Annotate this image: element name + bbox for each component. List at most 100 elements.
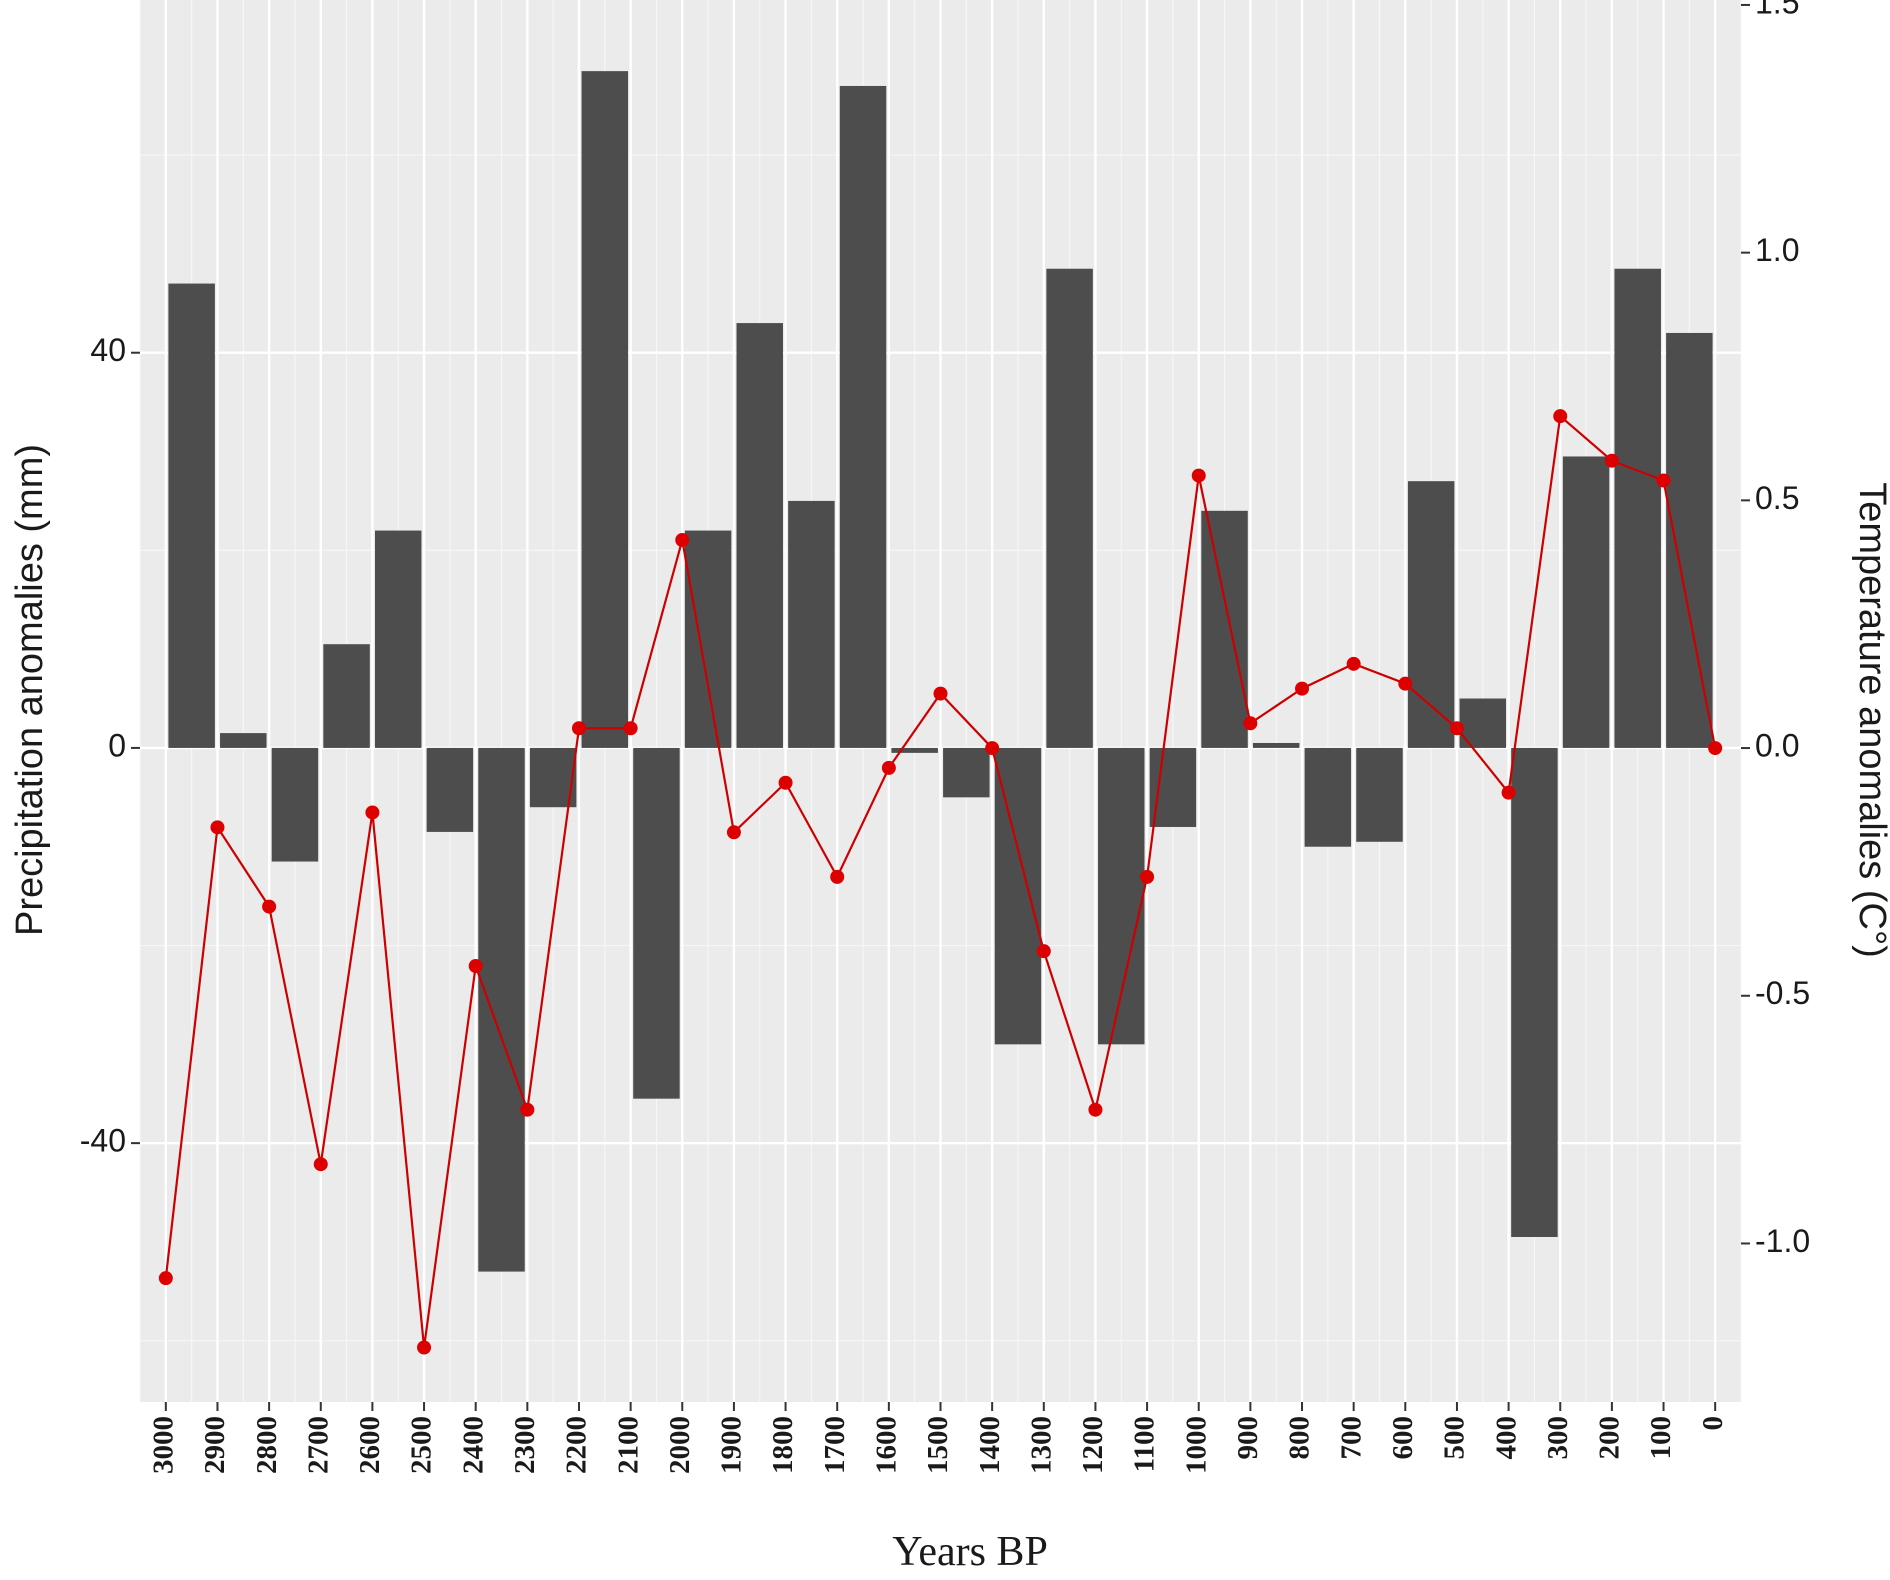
- y-right-tick-label: 0.5: [1755, 480, 1799, 516]
- y-left-tick-label: 0: [108, 727, 126, 763]
- temperature-point: [1708, 741, 1723, 756]
- temperature-point: [1140, 869, 1155, 884]
- precipitation-bar: [1407, 481, 1455, 748]
- precipitation-bar: [736, 323, 783, 748]
- temperature-point: [1501, 785, 1516, 800]
- x-tick-label: 100: [1645, 1416, 1677, 1460]
- y-right-tick-label: 1.5: [1755, 0, 1799, 20]
- temperature-point: [726, 825, 741, 840]
- temperature-point: [623, 721, 638, 736]
- temperature-point: [830, 869, 845, 884]
- x-tick-label: 700: [1335, 1416, 1367, 1460]
- temperature-point: [1243, 716, 1258, 731]
- y-right-tick-label: -0.5: [1755, 975, 1810, 1011]
- x-tick-label: 2700: [302, 1416, 334, 1474]
- x-tick-label: 200: [1594, 1416, 1626, 1460]
- x-tick-label: 1700: [819, 1416, 851, 1474]
- temperature-point: [313, 1157, 328, 1172]
- precipitation-bar: [1098, 747, 1145, 1045]
- precipitation-bar: [788, 500, 835, 748]
- temperature-point: [1346, 656, 1361, 671]
- temperature-point: [881, 760, 896, 775]
- x-tick-label: 600: [1387, 1416, 1419, 1460]
- x-tick-label: 3000: [147, 1416, 179, 1474]
- x-tick-label: 2500: [406, 1416, 438, 1474]
- x-tick-label: 1600: [871, 1416, 903, 1474]
- x-tick-label: 1200: [1077, 1416, 1109, 1474]
- x-tick-label: 2400: [457, 1416, 489, 1474]
- temperature-point: [1398, 676, 1413, 691]
- precipitation-bar: [1201, 510, 1248, 748]
- temperature-point: [158, 1271, 173, 1286]
- temperature-point: [1449, 721, 1464, 736]
- x-tick-label: 0: [1697, 1416, 1729, 1431]
- y-axis-right: -1.0 -0.5 0.0 0.5 1.0 1.5: [1741, 0, 1810, 1259]
- y-axis-right-title: Temperature anomalies (C°): [1851, 482, 1890, 958]
- x-tick-label: 2000: [664, 1416, 696, 1474]
- precipitation-bar: [426, 747, 474, 832]
- x-tick-label: 1800: [767, 1416, 799, 1474]
- temperature-point: [985, 741, 1000, 756]
- temperature-point: [520, 1102, 535, 1117]
- precipitation-bar: [374, 530, 422, 748]
- x-tick-label: 2100: [612, 1416, 644, 1474]
- precipitation-bar: [581, 71, 629, 748]
- temperature-point: [468, 959, 483, 974]
- x-tick-label: 300: [1542, 1416, 1574, 1460]
- x-tick-label: 800: [1284, 1416, 1316, 1460]
- precipitation-bar: [839, 85, 887, 748]
- major-gridlines: [140, 0, 1741, 1402]
- temperature-point: [1604, 453, 1619, 468]
- x-tick-label: 900: [1232, 1416, 1264, 1460]
- y-axis-left-title: Precipitation anomalies (mm): [9, 444, 51, 936]
- temperature-point: [571, 721, 586, 736]
- x-tick-label: 2900: [199, 1416, 231, 1474]
- precipitation-bar: [1304, 747, 1352, 847]
- precipitation-bar: [168, 283, 215, 748]
- temperature-point: [1088, 1102, 1103, 1117]
- precipitation-bar: [1614, 268, 1661, 748]
- temperature-point: [778, 775, 793, 790]
- precipitation-bar: [1511, 747, 1558, 1238]
- x-axis: 3000 2900 2800 2700 2600 2500 2400 2300 2200 2100…: [147, 1402, 1729, 1474]
- temperature-point: [675, 532, 690, 547]
- precipitation-bar: [633, 747, 680, 1099]
- x-tick-label: 1100: [1129, 1416, 1161, 1472]
- x-axis-title: Years BP: [892, 1529, 1048, 1575]
- precipitation-bar: [323, 644, 370, 748]
- precipitation-bar: [1149, 747, 1197, 827]
- temperature-point: [1036, 944, 1051, 959]
- temperature-point: [933, 686, 948, 701]
- temperature-point: [1553, 409, 1568, 424]
- x-tick-label: 2600: [354, 1416, 386, 1474]
- x-tick-label: 2800: [251, 1416, 283, 1474]
- y-left-tick-label: 40: [90, 332, 126, 368]
- y-right-tick-label: 1.0: [1755, 232, 1799, 268]
- temperature-point: [417, 1340, 432, 1355]
- precipitation-bar: [943, 747, 990, 798]
- temperature-point: [1191, 468, 1206, 483]
- x-tick-label: 500: [1439, 1416, 1471, 1460]
- precipitation-bars: [168, 71, 1713, 1272]
- precipitation-bar: [1046, 268, 1093, 748]
- x-tick-label: 2300: [509, 1416, 541, 1474]
- y-left-tick-label: -40: [80, 1123, 126, 1159]
- precipitation-bar: [994, 747, 1042, 1045]
- precipitation-bar: [220, 733, 267, 748]
- temperature-point: [262, 899, 277, 914]
- temperature-point: [1295, 681, 1310, 696]
- temperature-series: [158, 409, 1723, 1355]
- x-tick-label: 1400: [974, 1416, 1006, 1474]
- temperature-point: [365, 805, 380, 820]
- x-tick-label: 1900: [716, 1416, 748, 1474]
- precipitation-bar: [891, 747, 938, 753]
- x-tick-label: 1300: [1025, 1416, 1057, 1474]
- precipitation-bar: [1562, 456, 1610, 748]
- y-right-tick-label: -1.0: [1755, 1223, 1810, 1259]
- x-tick-label: 2200: [561, 1416, 593, 1474]
- y-right-tick-label: 0.0: [1755, 728, 1799, 764]
- precipitation-bar: [271, 747, 319, 862]
- precipitation-bar: [478, 747, 525, 1272]
- x-tick-label: 400: [1490, 1416, 1522, 1460]
